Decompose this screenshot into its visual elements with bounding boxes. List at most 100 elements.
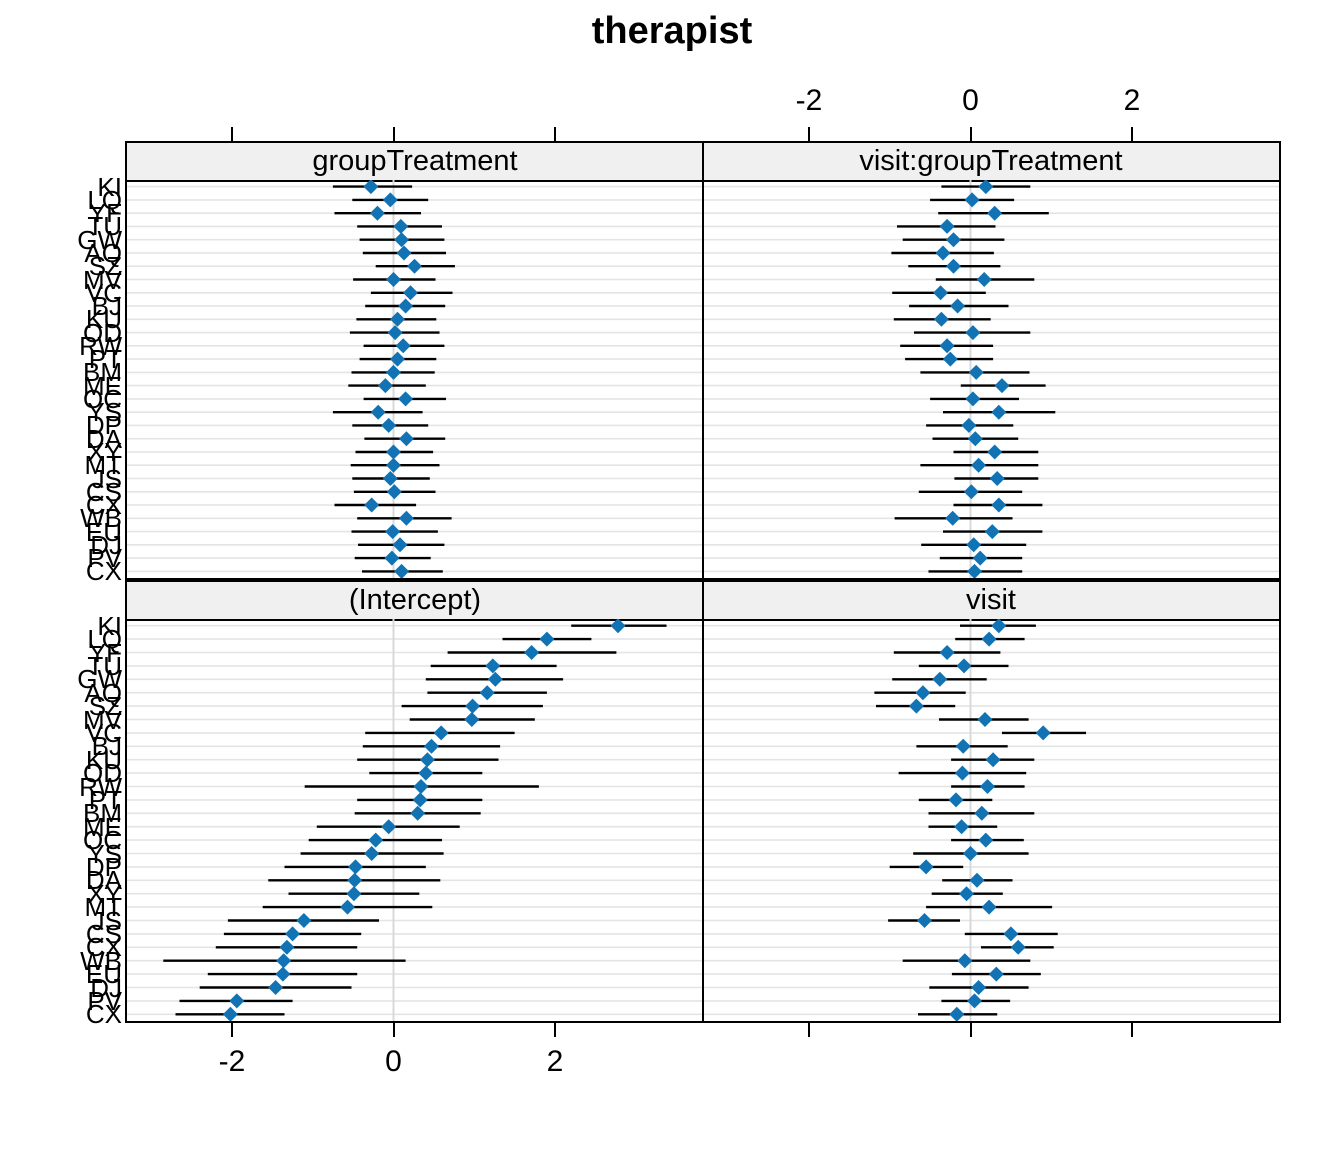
y-axis-label: WB [80,945,122,976]
data-point [954,819,970,835]
data-point [424,738,439,754]
y-axis-label: PV [87,985,122,1016]
data-point [955,738,971,754]
y-axis-label: DA [85,865,122,896]
data-point [386,457,401,473]
data-point [964,192,980,208]
y-axis-label: YF [88,198,122,229]
data-point [933,311,949,327]
data-point [949,1006,965,1021]
strip-intercept: (Intercept) [127,582,703,619]
data-point [984,524,1000,540]
data-point [918,859,934,875]
data-point [972,550,988,566]
data-point [395,338,411,354]
y-axis-label: LQ [87,184,122,215]
data-point [487,671,503,687]
y-axis-label: MT [84,892,122,923]
data-point [392,537,408,553]
data-point [610,619,626,634]
panel-visit-groupTreatment-plot [704,180,1279,578]
panel-column-divider [702,141,704,1023]
data-point [985,752,1001,768]
y-axis-label: BM [83,798,122,829]
y-axis-label: XY [87,878,122,909]
data-point [981,631,997,647]
data-point [390,351,405,367]
axis-tick [231,1023,233,1037]
data-point [967,563,982,578]
y-axis-label: TU [87,650,122,681]
data-point [485,658,501,674]
strip-groupTreatment: groupTreatment [127,143,703,180]
data-point [386,272,401,287]
y-axis-label: DJ [90,529,122,560]
data-point [978,832,994,848]
axis-tick [392,127,395,141]
data-point [433,725,449,741]
data-point [957,953,973,969]
data-point [994,378,1010,394]
data-point [382,192,398,208]
y-axis-label: ME [83,370,122,401]
axis-tick [808,1023,810,1037]
y-axis-label: RW [79,330,122,361]
data-point [340,899,355,915]
y-axis-label: GW [77,224,122,255]
y-axis-label: MT [84,450,122,481]
data-point [977,712,993,727]
data-point [1035,725,1051,741]
y-axis-label: MV [83,704,122,735]
data-point [396,245,412,261]
y-axis-label: KU [85,304,122,335]
data-point [384,550,400,566]
data-point [967,993,982,1009]
data-point [942,351,958,367]
data-point [276,953,292,969]
data-point [933,285,949,301]
data-point [386,444,401,460]
axis-tick-label: -2 [795,84,823,117]
y-axis-labels-bottom: KI LQ YF TU GW AQ SZ MV VC BJ KU OD RW PT BM ME OC YS DP DA… [30,613,122,1028]
data-point [296,913,312,928]
y-axis-label: BM [83,357,122,388]
x-axis-bottom: -2 0 2 [125,1023,1281,1085]
y-axis-label: DP [85,851,122,882]
data-point [961,417,977,433]
y-axis-label: RW [79,771,122,802]
y-axis-label: SZ [88,691,122,722]
x-axis-top: -2 0 2 [125,84,1281,141]
data-point [971,980,987,995]
data-point [479,685,495,701]
data-point [963,484,979,500]
data-point [967,431,983,447]
data-point [978,180,994,195]
y-axis-label: DA [85,423,122,454]
data-point [1003,926,1019,942]
data-point [382,471,398,486]
data-point [381,819,397,835]
y-axis-label: KI [97,610,122,641]
y-axis-label: ME [83,811,122,842]
data-point [945,510,961,526]
axis-tick [808,127,810,141]
y-axis-label: CX [85,932,122,963]
y-axis-label: EU [85,959,122,990]
y-axis-label: KI [97,171,122,202]
data-point [980,779,995,794]
panel-canvas [127,619,702,1021]
y-axis-label: MV [83,264,122,295]
data-point [403,285,418,301]
data-point [956,658,972,674]
data-point [1010,939,1026,955]
y-axis-label: AQ [84,677,122,708]
data-point [385,524,401,540]
data-point [968,364,984,380]
data-point [394,563,410,578]
data-point [419,752,435,768]
axis-tick-label: 0 [962,84,979,117]
y-axis-label: LQ [87,624,122,655]
data-point [418,765,434,781]
y-axis-label: WB [80,503,122,534]
strip-visit: visit [703,582,1279,619]
